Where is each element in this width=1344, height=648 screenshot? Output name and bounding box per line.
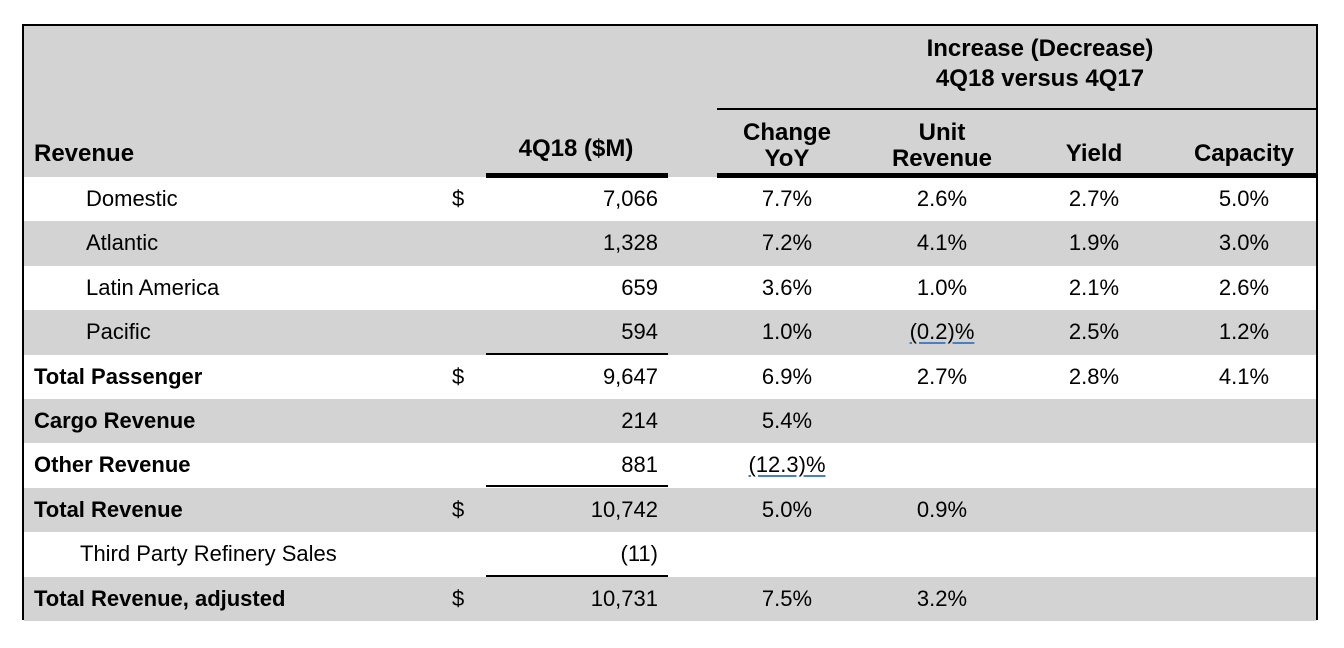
change-cell: (12.3)% [748,452,826,478]
row-label: Third Party Refinery Sales [80,541,337,567]
capacity-cell: 1.2% [1218,319,1270,345]
row-label: Atlantic [86,230,159,256]
header-rule-value [486,173,668,178]
row-label: Total Revenue [34,496,183,522]
unit-revenue-cell: 3.2% [916,585,968,611]
column-header-change-line1: Change [742,119,831,146]
unit-revenue-cell: 4.1% [916,230,968,256]
value-cell: 10,731 [590,585,658,611]
dollar-sign: $ [452,363,465,389]
table-row-third-party-refinery: Third Party Refinery Sales (11) [24,532,1316,578]
table-row-domestic: Domestic $ 7,066 7.7% 2.6% 2.7% 5.0% [24,177,1316,221]
column-header-unit-line2: Revenue [891,145,993,172]
yield-cell: 2.1% [1068,274,1120,300]
table-body: Domestic $ 7,066 7.7% 2.6% 2.7% 5.0% Atl… [24,177,1316,621]
yield-cell: 2.7% [1068,186,1120,211]
change-cell: 5.0% [761,496,813,522]
row-label: Other Revenue [34,452,191,478]
value-cell: 214 [621,407,658,433]
row-label: Total Revenue, adjusted [34,585,286,611]
table-row-total-revenue: Total Revenue $ 10,742 5.0% 0.9% [24,487,1316,533]
group-header-rule [717,108,1317,110]
row-label: Cargo Revenue [34,407,196,433]
change-cell: 1.0% [761,319,813,345]
capacity-cell: 5.0% [1218,186,1270,211]
change-cell: 7.7% [761,186,813,211]
table-row-pacific: Pacific 594 1.0% (0.2)% 2.5% 1.2% [24,310,1316,356]
unit-revenue-cell: 0.9% [916,496,968,522]
unit-revenue-cell: (0.2)% [909,319,975,345]
dollar-sign: $ [452,585,465,611]
column-header-value: 4Q18 ($M) [518,135,634,162]
capacity-cell: 2.6% [1218,274,1270,300]
subtotal-rule [486,575,668,578]
group-header: Increase (Decrease) 4Q18 versus 4Q17 [740,34,1340,94]
yield-cell: 2.5% [1068,319,1120,345]
value-cell: 1,328 [602,230,658,256]
unit-revenue-cell: 2.7% [916,363,968,389]
dollar-sign: $ [452,186,465,211]
subtotal-rule [486,353,668,356]
row-label: Domestic [86,186,178,211]
unit-revenue-cell: 1.0% [916,274,968,300]
value-cell: 10,742 [590,496,658,522]
column-header-unit-line1: Unit [918,119,966,146]
table-row-other-revenue: Other Revenue 881 (12.3)% [24,443,1316,488]
value-cell: 881 [621,452,658,478]
change-cell: 7.5% [761,585,813,611]
dollar-sign: $ [452,496,465,522]
column-header-change-line2: YoY [764,145,810,172]
value-cell: 7,066 [602,186,658,211]
yield-cell: 1.9% [1068,230,1120,256]
capacity-cell: 3.0% [1218,230,1270,256]
unit-revenue-cell: 2.6% [916,186,968,211]
yield-cell: 2.8% [1068,363,1120,389]
column-header-yield: Yield [1065,140,1123,167]
column-header-revenue: Revenue [34,140,135,167]
value-cell: 594 [621,319,658,345]
header-rule-metrics [717,173,1317,178]
capacity-cell: 4.1% [1218,363,1270,389]
group-header-line1: Increase (Decrease) [926,35,1154,62]
table-header: Increase (Decrease) 4Q18 versus 4Q17 Rev… [24,26,1317,177]
change-cell: 7.2% [761,230,813,256]
table-row-latin-america: Latin America 659 3.6% 1.0% 2.1% 2.6% [24,266,1316,310]
value-cell: 9,647 [602,363,658,389]
column-header-change: Change YoY [717,120,857,172]
table-row-cargo-revenue: Cargo Revenue 214 5.4% [24,398,1316,444]
row-label: Total Passenger [34,363,203,389]
revenue-table: Increase (Decrease) 4Q18 versus 4Q17 Rev… [22,24,1318,621]
change-cell: 5.4% [761,407,813,433]
row-label: Pacific [86,319,151,345]
value-cell: 659 [621,274,658,300]
table-row-atlantic: Atlantic 1,328 7.2% 4.1% 1.9% 3.0% [24,221,1316,266]
value-cell: (11) [620,541,659,567]
subtotal-rule [486,485,668,488]
change-cell: 3.6% [761,274,813,300]
table-row-total-passenger: Total Passenger $ 9,647 6.9% 2.7% 2.8% 4… [24,355,1316,399]
change-cell: 6.9% [761,363,813,389]
column-header-capacity: Capacity [1193,140,1295,167]
row-label: Latin America [86,274,220,300]
column-header-unit-revenue: Unit Revenue [877,120,1007,172]
group-header-line2: 4Q18 versus 4Q17 [935,65,1145,92]
table-row-total-revenue-adjusted: Total Revenue, adjusted $ 10,731 7.5% 3.… [24,576,1316,621]
